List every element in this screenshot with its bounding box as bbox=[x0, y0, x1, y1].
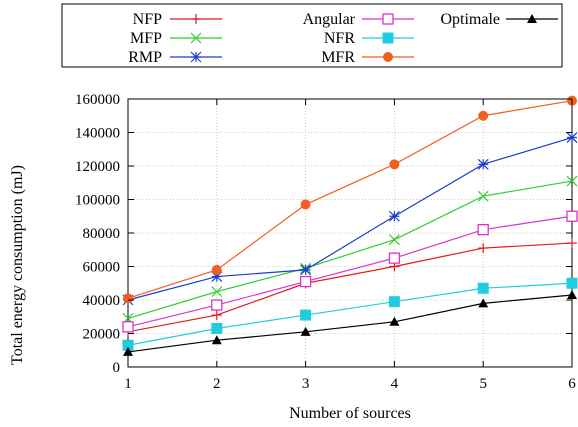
y-tick-label: 0 bbox=[113, 360, 121, 376]
data-point-optimale bbox=[567, 289, 577, 299]
series-line-mfp bbox=[127, 180, 573, 319]
x-tick-label: 6 bbox=[568, 376, 576, 392]
y-tick-label: 80000 bbox=[83, 226, 121, 242]
legend-marker-nfr bbox=[382, 32, 394, 44]
data-point-rmp bbox=[477, 158, 489, 170]
data-point-rmp bbox=[388, 210, 400, 222]
legend-marker-angular bbox=[382, 13, 394, 25]
x-tick-label: 4 bbox=[391, 376, 399, 392]
series-line-mfr bbox=[127, 100, 573, 299]
data-point-nfp bbox=[478, 243, 489, 254]
legend-label-nfp: NFP bbox=[133, 11, 162, 28]
data-point-rmp bbox=[566, 132, 578, 143]
legend-label-angular: Angular bbox=[303, 11, 356, 28]
legend-label-rmp: RMP bbox=[128, 49, 162, 66]
data-point-angular bbox=[388, 252, 401, 264]
y-tick-label: 60000 bbox=[83, 260, 121, 276]
data-point-mfp bbox=[211, 286, 223, 298]
x-tick-label: 3 bbox=[302, 376, 310, 392]
data-point-nfr bbox=[388, 296, 400, 308]
data-point-rmp bbox=[211, 271, 223, 282]
legend-label-mfp: MFP bbox=[130, 30, 162, 47]
y-tick-label: 20000 bbox=[83, 327, 121, 343]
y-tick-label: 40000 bbox=[83, 293, 121, 309]
data-point-nfr bbox=[477, 282, 489, 294]
y-tick-label: 100000 bbox=[75, 193, 120, 209]
data-point-mfr bbox=[211, 264, 222, 275]
data-point-nfr bbox=[566, 277, 578, 289]
series-line-nfr bbox=[127, 282, 573, 346]
data-point-optimale bbox=[478, 298, 489, 308]
data-point-nfp bbox=[211, 310, 222, 321]
series-line-nfp bbox=[127, 242, 573, 333]
y-axis-label: Total energy consumption (mJ) bbox=[9, 165, 26, 365]
legend-label-optimale: Optimale bbox=[440, 11, 500, 28]
legend: NFP MFP RMP Angular NFR MFR Optimale bbox=[61, 3, 563, 68]
data-point-mfp bbox=[388, 234, 400, 246]
data-point-mfp bbox=[477, 190, 489, 202]
data-point-optimale bbox=[123, 346, 133, 356]
legend-marker-mfp bbox=[190, 32, 202, 44]
data-point-nfr bbox=[211, 322, 223, 334]
data-point-mfr bbox=[300, 199, 311, 210]
x-axis-label: Number of sources bbox=[289, 405, 411, 422]
x-tick-label: 2 bbox=[213, 376, 221, 392]
data-point-nfp bbox=[567, 238, 577, 249]
legend-marker-rmp bbox=[190, 51, 202, 63]
data-point-optimale bbox=[389, 316, 400, 326]
data-point-nfr bbox=[300, 309, 312, 321]
axis-ticks: 0 20000 40000 60000 80000 100000 120000 140000 1… bbox=[75, 92, 576, 392]
x-tick-label: 1 bbox=[124, 376, 132, 392]
series-line-rmp bbox=[127, 136, 573, 301]
legend-marker-mfr bbox=[383, 52, 393, 62]
grid bbox=[128, 99, 572, 367]
plot-area bbox=[122, 95, 578, 368]
y-tick-label: 140000 bbox=[75, 126, 120, 142]
data-point-mfr bbox=[478, 110, 489, 121]
data-point-rmp bbox=[300, 264, 312, 276]
series-line-angular bbox=[127, 215, 573, 328]
data-point-angular bbox=[211, 299, 223, 311]
data-point-angular bbox=[566, 210, 578, 222]
data-point-optimale bbox=[300, 326, 311, 336]
data-point-optimale bbox=[211, 335, 222, 345]
legend-label-mfr: MFR bbox=[321, 49, 355, 66]
y-tick-label: 160000 bbox=[75, 92, 120, 108]
legend-box bbox=[61, 3, 563, 68]
legend-marker-optimale bbox=[527, 14, 537, 23]
x-tick-label: 5 bbox=[479, 376, 487, 392]
data-point-mfr bbox=[389, 159, 400, 170]
data-point-mfp bbox=[566, 175, 578, 187]
legend-marker-nfp bbox=[191, 14, 201, 24]
data-point-angular bbox=[477, 223, 489, 236]
y-tick-label: 120000 bbox=[75, 159, 120, 175]
legend-label-nfr: NFR bbox=[324, 30, 355, 47]
data-point-angular bbox=[122, 321, 134, 333]
data-point-mfr bbox=[123, 293, 133, 304]
series-line-optimale bbox=[127, 294, 573, 353]
data-point-angular bbox=[299, 275, 312, 288]
